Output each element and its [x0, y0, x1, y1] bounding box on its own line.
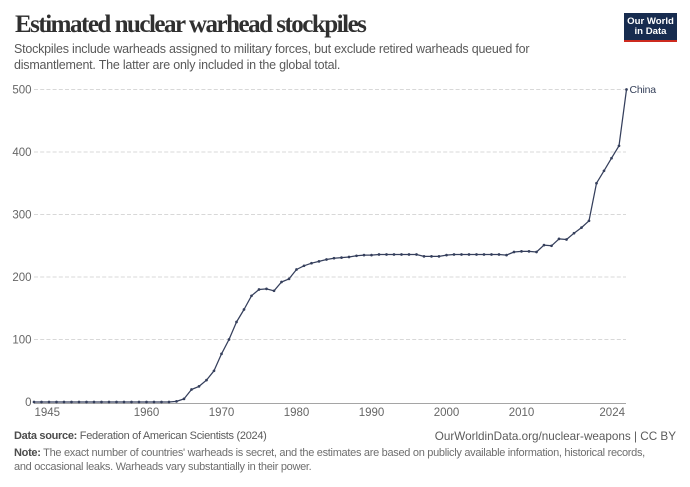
- svg-text:2024: 2024: [599, 407, 625, 419]
- svg-text:2010: 2010: [509, 407, 535, 419]
- svg-text:1945: 1945: [35, 407, 61, 419]
- svg-text:200: 200: [12, 272, 31, 284]
- svg-text:1980: 1980: [284, 407, 310, 419]
- svg-text:500: 500: [12, 85, 31, 97]
- svg-text:1960: 1960: [134, 407, 160, 419]
- svg-text:2000: 2000: [434, 407, 460, 419]
- svg-text:1990: 1990: [359, 407, 385, 419]
- svg-text:400: 400: [12, 147, 31, 159]
- svg-text:300: 300: [12, 210, 31, 222]
- svg-text:1970: 1970: [209, 407, 235, 419]
- svg-text:100: 100: [12, 335, 31, 347]
- svg-text:China: China: [630, 84, 657, 96]
- svg-text:0: 0: [25, 397, 31, 409]
